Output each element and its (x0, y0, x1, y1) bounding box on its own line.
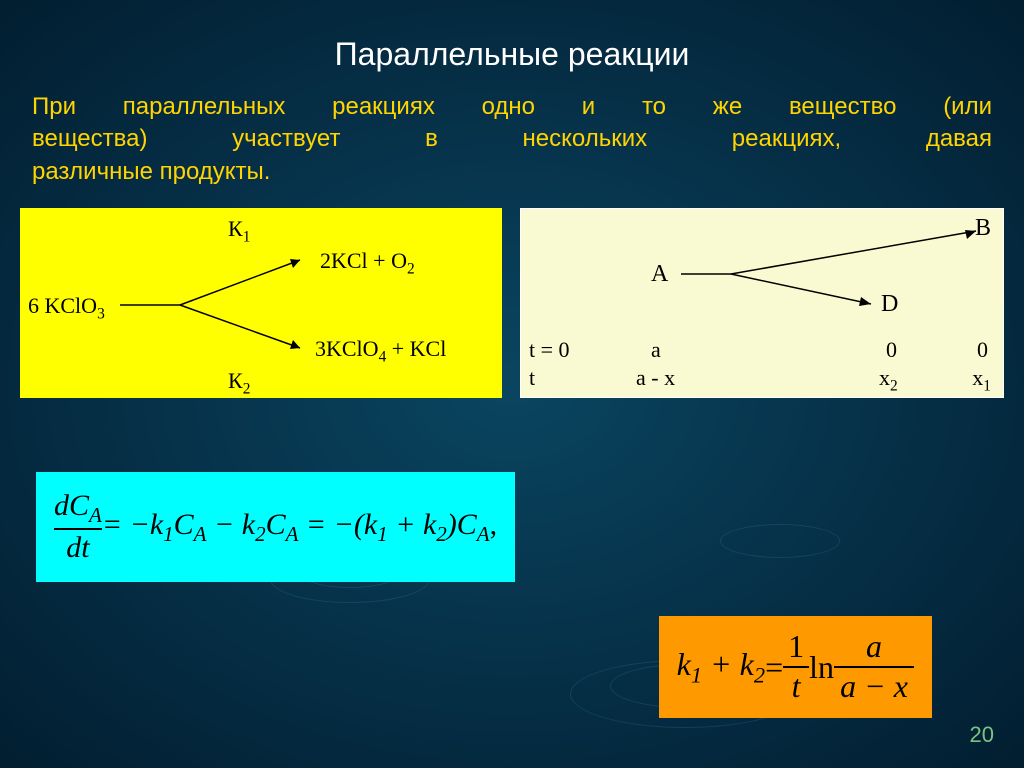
arrows-left-panel (20, 208, 502, 398)
t0-zero-D: 0 (886, 337, 897, 363)
t0-label: t = 0 (529, 337, 570, 363)
page-number: 20 (970, 722, 994, 748)
t-x1: x1 (972, 365, 991, 395)
subtitle-line3: различные продукты. (32, 156, 992, 188)
arrows-right-panel (521, 209, 1005, 399)
t0-a: a (651, 337, 661, 363)
t-label: t (529, 365, 535, 391)
kinetic-diagram-right: A B D t = 0 a 0 0 t a - x x2 x1 (520, 208, 1004, 398)
reaction-diagram-left: 6 KClO3 К1 К2 2KCl + O2 3KClO4 + KCl (20, 208, 502, 398)
subtitle-line2: вещества) участвует в нескольких реакция… (32, 125, 992, 152)
differential-rate-equation: dCA dt = −k1CA − k2CA = −(k1 + k2)CA, (36, 472, 515, 582)
subtitle-line1: При параллельных реакциях одно и то же в… (32, 93, 992, 120)
t-ax: a - x (636, 365, 675, 391)
integrated-rate-equation: k1 + k2 = 1 t ln a a − x (659, 616, 932, 718)
t0-zero-B: 0 (977, 337, 988, 363)
page-title: Параллельные реакции (0, 0, 1024, 73)
t-x2: x2 (879, 365, 898, 395)
subtitle-block: При параллельных реакциях одно и то же в… (0, 73, 1024, 188)
